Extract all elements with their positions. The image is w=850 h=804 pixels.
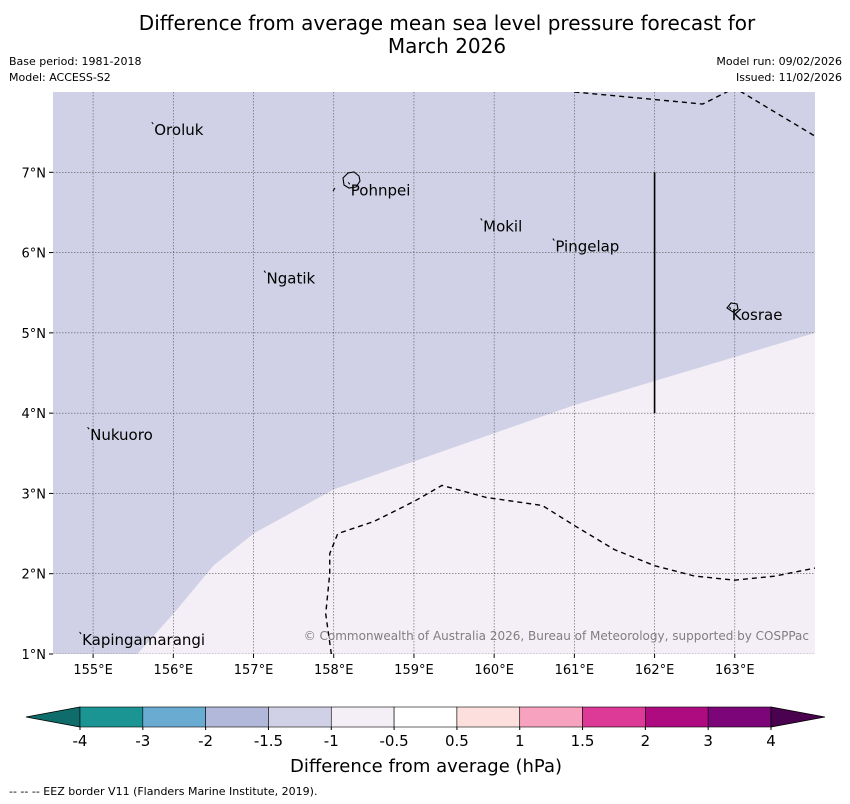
colorbar-tick-label: 1 xyxy=(515,732,525,750)
eez-footer-note: -- -- -- EEZ border V11 (Flanders Marine… xyxy=(9,785,318,798)
lon-tick-label: 158°E xyxy=(314,663,354,678)
islands xyxy=(332,171,739,313)
lon-tick-label: 162°E xyxy=(635,663,675,678)
axes: 155°E 156°E 157°E 158°E 159°E 160°E 161°E 162°E… xyxy=(22,166,755,678)
place-label-nukuoro: Nukuoro xyxy=(90,426,153,444)
map-area: Oroluk Pohnpei Mokil Pingelap Ngatik Kosrae Nu… xyxy=(53,92,815,654)
lon-tick-label: 155°E xyxy=(73,663,113,678)
lon-tick-label: 157°E xyxy=(234,663,274,678)
place-label-kapingamarangi: Kapingamarangi xyxy=(82,631,205,649)
colorbar-tick-label: -2 xyxy=(198,732,213,750)
colorbar-tick-label: 0.5 xyxy=(445,732,469,750)
title-line-2: March 2026 xyxy=(387,34,507,58)
issued-text: Issued: 11/02/2026 xyxy=(735,71,842,84)
colorbar-tick-label: -3 xyxy=(135,732,150,750)
gridlines xyxy=(53,92,815,654)
colorbar-segment xyxy=(456,706,521,728)
colorbar: -4 -3 -2 -1.5 -1 -0.5 0.5 1 1.5 2 3 4 xyxy=(25,706,826,750)
place-label-oroluk: Oroluk xyxy=(154,121,203,139)
lat-tick-label: 5°N xyxy=(22,327,47,342)
eez-border-line xyxy=(325,484,815,654)
place-label-kosrae: Kosrae xyxy=(732,306,783,324)
eez-borders xyxy=(325,92,815,654)
meta-right: Model run: 09/02/2026 Issued: 11/02/2026 xyxy=(716,54,842,86)
lon-tick-label: 161°E xyxy=(555,663,595,678)
place-label-pohnpei: Pohnpei xyxy=(351,181,411,199)
lat-tick-label: 1°N xyxy=(22,648,47,663)
colorbar-tick-label: 2 xyxy=(641,732,651,750)
pingelap-marker xyxy=(552,238,555,241)
colorbar-extend-low xyxy=(25,706,81,728)
mokil-marker xyxy=(480,218,483,221)
lat-tick-label: 7°N xyxy=(22,166,47,181)
colorbar-segment xyxy=(707,706,772,728)
colorbar-tick-label: 3 xyxy=(703,732,713,750)
colorbar-segment xyxy=(79,706,144,728)
pohnpei-marker xyxy=(347,182,351,185)
colorbar-tick-label: -1.5 xyxy=(254,732,283,750)
colorbar-tick-label: -0.5 xyxy=(379,732,408,750)
lon-tick-label: 163°E xyxy=(715,663,755,678)
lon-tick-label: 159°E xyxy=(394,663,434,678)
place-label-pingelap: Pingelap xyxy=(555,238,619,256)
map-title: Difference from average mean sea level p… xyxy=(0,12,850,58)
copyright-text: © Commonwealth of Australia 2026, Bureau… xyxy=(304,629,809,643)
oroluk-marker xyxy=(151,121,154,125)
kosrae-island-outline xyxy=(726,302,739,313)
lat-tick-label: 6°N xyxy=(22,247,47,262)
nukuoro-marker xyxy=(87,426,90,430)
place-label-mokil: Mokil xyxy=(483,217,522,235)
model-text: Model: ACCESS-S2 xyxy=(9,71,111,84)
colorbar-segment xyxy=(268,706,332,728)
kapingamarangi-marker xyxy=(79,631,82,635)
colorbar-segment xyxy=(519,706,583,728)
colorbar-extend-high xyxy=(770,706,826,728)
lat-tick-label: 4°N xyxy=(22,407,47,422)
pohnpei-island-outline xyxy=(342,171,361,189)
colorbar-tick-label: -4 xyxy=(73,732,88,750)
model-run-text: Model run: 09/02/2026 xyxy=(716,55,842,68)
colorbar-segment xyxy=(205,706,269,728)
kosrae-marker xyxy=(728,306,732,310)
colorbar-segment xyxy=(330,706,395,728)
lon-tick-label: 156°E xyxy=(154,663,194,678)
colorbar-segment xyxy=(582,706,646,728)
place-label-ngatik: Ngatik xyxy=(267,270,316,288)
colorbar-tick-label: 1.5 xyxy=(571,732,595,750)
meta-left: Base period: 1981-2018 Model: ACCESS-S2 xyxy=(9,54,141,86)
colorbar-label: Difference from average (hPa) xyxy=(290,756,562,777)
eez-border-line xyxy=(574,92,815,137)
place-labels: Oroluk Pohnpei Mokil Pingelap Ngatik Kosrae Nu… xyxy=(79,121,783,649)
title-line-1: Difference from average mean sea level p… xyxy=(138,11,756,35)
lon-tick-label: 160°E xyxy=(474,663,514,678)
base-period-text: Base period: 1981-2018 xyxy=(9,55,142,68)
lat-tick-label: 3°N xyxy=(22,487,47,502)
colorbar-segment xyxy=(645,706,709,728)
colorbar-segment xyxy=(142,706,206,728)
colorbar-segment xyxy=(393,706,458,728)
colorbar-tick-label: -1 xyxy=(324,732,339,750)
lat-tick-label: 2°N xyxy=(22,568,47,583)
colorbar-tick-label: 4 xyxy=(766,732,776,750)
pohnpei-tick xyxy=(332,187,336,192)
ngatik-marker xyxy=(263,270,266,273)
